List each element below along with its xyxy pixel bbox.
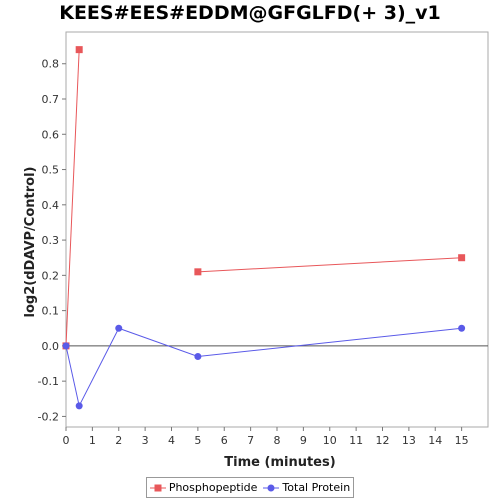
x-tick-label: 1 <box>89 434 96 447</box>
x-tick-label: 2 <box>115 434 122 447</box>
plot-area <box>65 31 489 428</box>
x-tick-label: 12 <box>376 434 390 447</box>
data-point-phosphopeptide <box>75 46 83 54</box>
legend-item-phosphopeptide: Phosphopeptide <box>149 481 258 494</box>
y-tick-label: 0.7 <box>42 93 60 106</box>
data-point-total-protein <box>62 342 70 350</box>
y-tick-label: 0.6 <box>42 128 60 141</box>
legend: Phosphopeptide Total Protein <box>146 477 354 498</box>
data-point-phosphopeptide <box>458 254 466 262</box>
x-axis-label: Time (minutes) <box>224 455 335 470</box>
x-tick-label: 7 <box>247 434 254 447</box>
y-tick-label: 0.4 <box>42 199 60 212</box>
legend-label-total-protein: Total Protein <box>282 481 351 494</box>
x-tick-label: 15 <box>455 434 469 447</box>
x-tick-label: 5 <box>194 434 201 447</box>
chart-title: KEES#EES#EDDM@GFGLFD(+ 3)_v1 <box>59 2 441 24</box>
data-point-phosphopeptide <box>194 268 202 276</box>
circle-marker-icon <box>263 484 280 491</box>
series-line-phosphopeptide <box>197 257 462 273</box>
x-tick-label: 6 <box>221 434 228 447</box>
x-tick-label: 14 <box>428 434 442 447</box>
x-tick-label: 3 <box>142 434 149 447</box>
legend-label-phosphopeptide: Phosphopeptide <box>168 481 258 494</box>
x-tick-label: 13 <box>402 434 416 447</box>
x-tick-label: 0 <box>63 434 70 447</box>
x-tick-label: 10 <box>323 434 337 447</box>
y-tick-label: 0.2 <box>42 269 60 282</box>
x-tick-label: 11 <box>349 434 363 447</box>
y-axis-label: log2(dDAVP/Control) <box>23 167 38 318</box>
data-point-total-protein <box>75 402 83 410</box>
y-tick-label: -0.1 <box>38 375 59 388</box>
y-tick-label: -0.2 <box>38 410 59 423</box>
y-tick-label: 0.3 <box>42 234 60 247</box>
legend-item-total-protein: Total Protein <box>263 481 350 494</box>
x-tick-label: 8 <box>274 434 281 447</box>
data-point-total-protein <box>458 324 466 332</box>
y-tick-label: 0.0 <box>42 340 60 353</box>
y-tick-label: 0.1 <box>42 305 60 318</box>
square-marker-icon <box>149 484 166 491</box>
y-tick-label: 0.8 <box>42 58 60 71</box>
data-point-total-protein <box>194 352 202 360</box>
x-tick-label: 4 <box>168 434 175 447</box>
x-tick-label: 9 <box>300 434 307 447</box>
data-point-total-protein <box>115 324 123 332</box>
y-tick-label: 0.5 <box>42 164 60 177</box>
series-line-phosphopeptide <box>65 49 80 346</box>
